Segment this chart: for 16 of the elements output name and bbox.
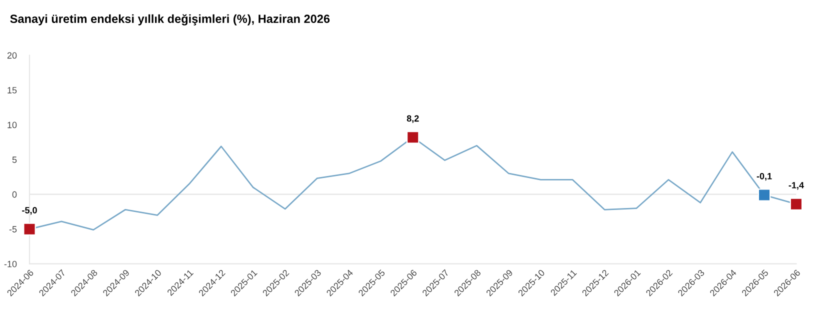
y-tick-label: 10 xyxy=(8,122,17,128)
y-tick-label: -5 xyxy=(9,226,17,232)
data-label: -1,4 xyxy=(788,182,804,190)
y-tick-label: 0 xyxy=(12,191,17,198)
data-label: 8,2 xyxy=(406,115,419,123)
y-tick-label: 5 xyxy=(12,156,17,163)
point xyxy=(758,188,771,202)
point xyxy=(406,130,420,144)
point xyxy=(23,222,36,236)
y-tick-label: -10 xyxy=(4,260,17,268)
chart-title: Sanayi üretim endeksi yıllık değişimleri (%), Haziran 2026 xyxy=(10,14,330,26)
data-label: -0,1 xyxy=(756,172,772,181)
y-tick-label: 15 xyxy=(8,87,17,94)
point xyxy=(790,198,803,210)
data-label: -5,0 xyxy=(22,207,37,215)
y-tick-label: 20 xyxy=(7,52,17,59)
